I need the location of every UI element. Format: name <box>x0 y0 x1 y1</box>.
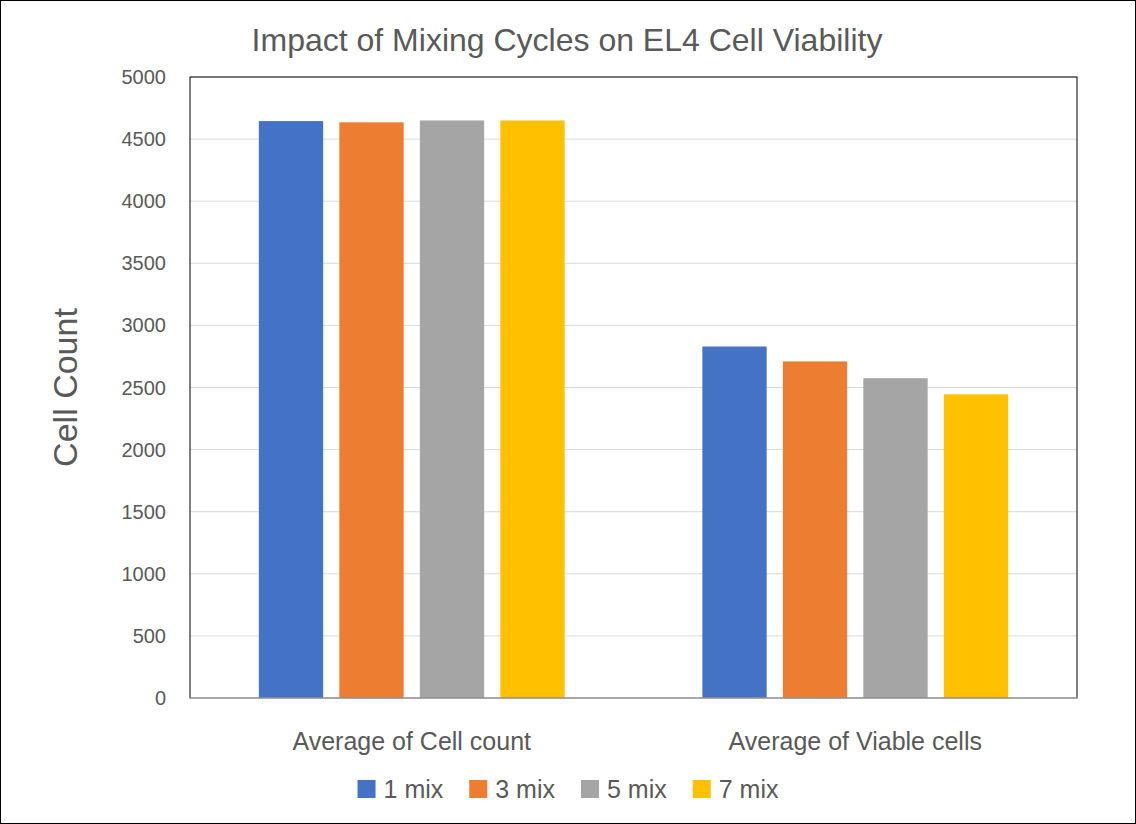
grid-line <box>190 698 1077 699</box>
bar <box>863 378 927 698</box>
legend-swatch <box>358 780 376 798</box>
bar <box>339 122 403 698</box>
legend-label: 5 mix <box>607 775 667 803</box>
plot-frame <box>190 77 1077 698</box>
legend-label: 3 mix <box>495 775 555 803</box>
chart-border <box>1 1 1136 824</box>
legend: 1 mix 3 mix 5 mix 7 mix <box>358 775 779 803</box>
x-axis <box>190 698 1077 699</box>
tick-label: 5000 <box>122 66 167 88</box>
tick-label: 4500 <box>122 128 167 150</box>
legend-label: 7 mix <box>719 775 779 803</box>
bar <box>944 394 1008 698</box>
category-label: Average of Viable cells <box>729 727 982 755</box>
legend-swatch <box>469 780 487 798</box>
tick-label: 1500 <box>122 501 167 523</box>
legend-swatch <box>693 780 711 798</box>
y-axis-label: Cell Count <box>46 308 84 467</box>
tick-label: 3000 <box>122 314 167 336</box>
bars <box>259 120 1008 698</box>
bar <box>702 347 766 698</box>
bar <box>500 120 564 698</box>
tick-label: 3500 <box>122 252 167 274</box>
tick-label: 1000 <box>122 563 167 585</box>
bar <box>420 120 484 698</box>
title: Impact of Mixing Cycles on EL4 Cell Viab… <box>252 22 883 58</box>
tick-label: 2500 <box>122 377 167 399</box>
tick-label: 500 <box>133 625 166 647</box>
tick-label: 2000 <box>122 439 167 461</box>
tick-label: 4000 <box>122 190 167 212</box>
tick-label: 0 <box>155 687 166 709</box>
legend-swatch <box>581 780 599 798</box>
legend-label: 1 mix <box>384 775 444 803</box>
category-label: Average of Cell count <box>292 727 531 755</box>
chart: 0 500 1000 1500 2000 2500 3000 3500 4000 4500 5000… <box>0 0 1136 824</box>
bar <box>259 121 323 698</box>
bar <box>783 361 847 698</box>
